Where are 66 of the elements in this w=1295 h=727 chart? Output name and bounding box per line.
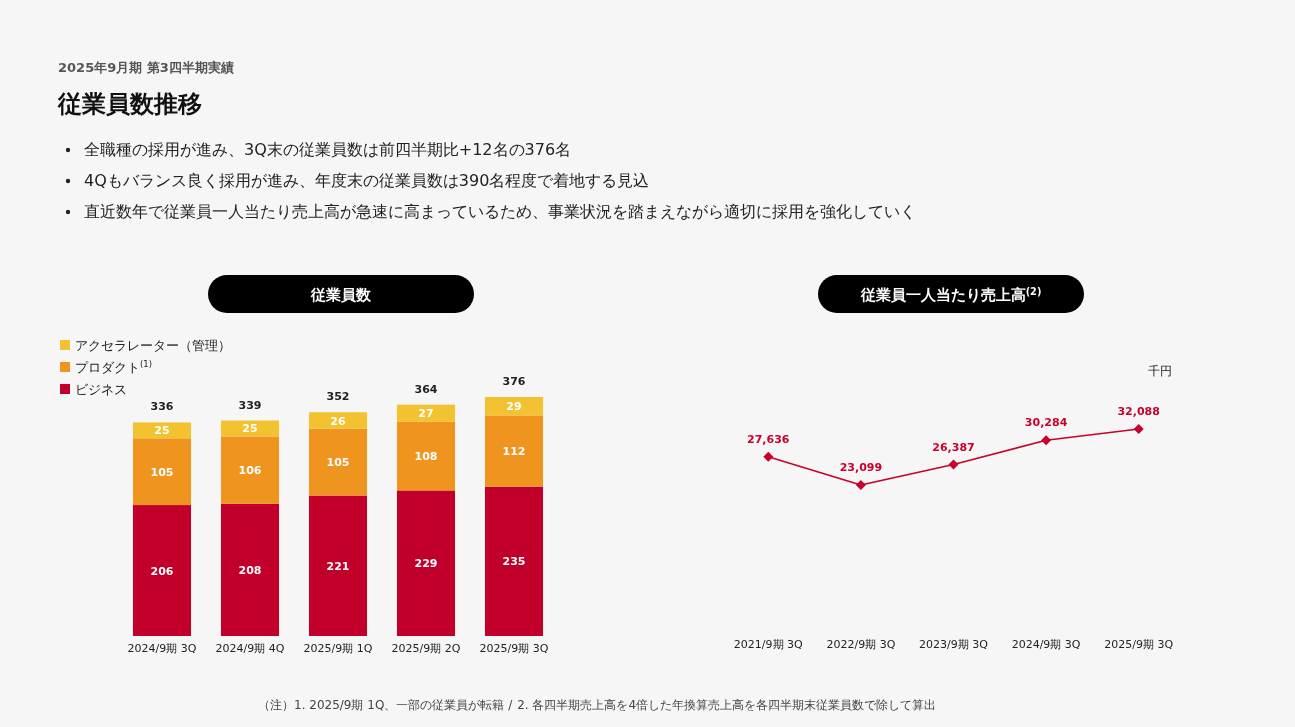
point xyxy=(763,451,774,462)
bar xyxy=(396,421,456,491)
data-label: 30,284 xyxy=(1024,416,1068,430)
point xyxy=(855,480,866,491)
chart-title: 従業員数 xyxy=(310,286,372,304)
legend-label: プロダクト$^{(1)}$ xyxy=(75,359,152,375)
data-label: 208 xyxy=(238,563,262,577)
data-label: 105 xyxy=(150,465,174,479)
data-label: 106 xyxy=(238,464,262,478)
text: 全職種の採用が進み、3Q末の従業員数は前四半期比+12名の376名 xyxy=(84,140,572,159)
x-tick-label: 2025/9期 3Q xyxy=(1104,638,1174,651)
data-label: 105 xyxy=(326,456,350,470)
bar xyxy=(484,486,544,636)
bar xyxy=(308,495,368,636)
text: 2. 各四半期売上高を4倍した年換算売上高を各四半期末従業員数で除して算出 xyxy=(517,698,937,712)
x-tick-label: 2024/9期 4Q xyxy=(215,642,285,655)
text: 4Qもバランス良く採用が進み、年度末の従業員数は390名程度で着地する見込 xyxy=(84,171,650,190)
bar xyxy=(484,415,544,487)
data-label: 221 xyxy=(326,559,350,573)
data-label: 206 xyxy=(150,564,174,578)
data-label: 229 xyxy=(414,557,438,571)
data-label: 25 xyxy=(154,424,170,438)
x-tick-label: 2025/9期 3Q xyxy=(479,642,549,655)
text: 直近数年で従業員一人当たり売上高が急速に高まっているため、事業状況を踏まえながら適切に採用を強化していく xyxy=(84,202,916,221)
legend-label: ビジネス xyxy=(75,382,127,397)
point xyxy=(948,459,959,470)
total-label: 339 xyxy=(238,398,262,412)
data-label: 32,088 xyxy=(1117,405,1160,418)
data-label: 108 xyxy=(414,450,438,464)
x-tick-label: 2022/9期 3Q xyxy=(826,638,896,651)
data-label: 26,387 xyxy=(932,440,975,454)
legend-label: アクセラレーター（管理） xyxy=(75,338,231,353)
data-label: 27 xyxy=(418,407,434,421)
data-label: 23,099 xyxy=(839,461,883,475)
total-label: 336 xyxy=(150,400,174,414)
x-tick-label: 2024/9期 3Q xyxy=(1011,638,1081,651)
text: 2025年9月期 第3四半期実績 xyxy=(58,60,234,75)
x-tick-label: 2024/9期 3Q xyxy=(127,642,197,655)
text: 従業員数推移 xyxy=(57,90,202,118)
bar xyxy=(132,422,192,439)
bar xyxy=(132,505,192,636)
data-label: 112 xyxy=(502,445,526,459)
data-label: 26 xyxy=(330,414,346,428)
data-label: 235 xyxy=(502,555,526,569)
y-axis-title: 千円 xyxy=(1148,364,1172,378)
chart-title: 従業員一人当たり売上高$^{(2)}$ xyxy=(859,285,1042,304)
point xyxy=(1133,424,1144,434)
bar xyxy=(308,412,368,429)
x-tick-label: 2025/9期 1Q xyxy=(303,642,373,655)
bar xyxy=(396,404,456,422)
bar xyxy=(396,490,456,636)
text: （注）1. 2025/9期 1Q、一部の従業員が転籍 / xyxy=(258,698,514,712)
data-label: 29 xyxy=(506,400,522,414)
x-tick-label: 2023/9期 3Q xyxy=(919,638,989,651)
data-label: 27,636 xyxy=(747,432,790,446)
total-label: 364 xyxy=(414,382,438,396)
bar xyxy=(308,428,368,496)
bar xyxy=(220,436,280,504)
total-label: 352 xyxy=(326,390,350,404)
bar xyxy=(132,438,192,506)
bar xyxy=(220,503,280,636)
x-tick-label: 2025/9期 2Q xyxy=(391,642,461,655)
x-tick-label: 2021/9期 3Q xyxy=(733,638,804,651)
point xyxy=(1041,435,1052,446)
total-label: 376 xyxy=(502,375,526,388)
data-label: 25 xyxy=(242,422,258,436)
